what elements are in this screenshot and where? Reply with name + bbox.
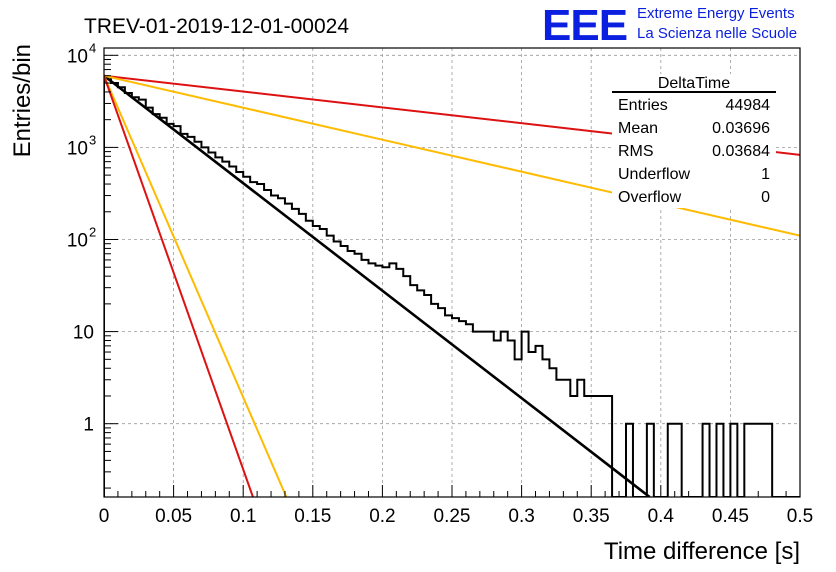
stats-box: DeltaTime Entries 44984 Mean 0.03696 RMS 0.03… <box>612 74 776 208</box>
x-tick-label: 0.25 <box>434 506 471 527</box>
y-tick-label: 10 <box>67 230 88 251</box>
x-axis-ticks <box>103 485 801 497</box>
fit-line <box>104 75 288 497</box>
fit-line <box>104 75 254 497</box>
y-tick-label-exponent: 3 <box>89 132 96 147</box>
stats-row-label: Mean <box>618 120 658 137</box>
stats-row-value: 0 <box>761 189 770 206</box>
stats-title: DeltaTime <box>658 75 730 92</box>
y-tick-label: 1 <box>83 415 94 436</box>
x-axis-label: Time difference [s] <box>604 538 800 565</box>
x-tick-label: 0 <box>99 506 110 527</box>
x-tick-label: 0.4 <box>648 506 675 527</box>
stats-row-label: Underflow <box>618 166 690 183</box>
x-tick-label: 0.1 <box>230 506 256 527</box>
fit-line <box>104 74 800 237</box>
y-tick-label-exponent: 2 <box>89 224 96 239</box>
stats-row-label: Entries <box>618 97 668 114</box>
x-tick-label: 0.5 <box>787 506 813 527</box>
x-tick-label: 0.05 <box>155 506 192 527</box>
chart-title: TREV-01-2019-12-01-00024 <box>84 15 349 38</box>
eee-logo: EEE Extreme Energy Events La Scienza nel… <box>542 1 797 50</box>
stats-row-value: 44984 <box>726 97 771 114</box>
y-tick-label: 10 <box>67 138 88 159</box>
y-axis-label: Entries/bin <box>9 44 36 157</box>
y-tick-label-exponent: 4 <box>89 40 96 55</box>
fit-line <box>104 74 651 497</box>
logo-line-1: Extreme Energy Events <box>637 5 795 22</box>
y-tick-label: 10 <box>73 323 94 344</box>
x-tick-label: 0.45 <box>712 506 749 527</box>
histogram-series <box>104 76 800 497</box>
stats-row-value: 1 <box>761 166 770 183</box>
stats-row-label: Overflow <box>618 189 682 206</box>
x-tick-label: 0.15 <box>294 506 331 527</box>
y-tick-label: 10 <box>67 46 88 67</box>
x-tick-label: 0.2 <box>369 506 395 527</box>
x-axis-tick-labels: 0 0.05 0.1 0.15 0.2 0.25 0.3 0.35 0.4 0.45 0.5 <box>99 506 814 527</box>
x-tick-label: 0.3 <box>508 506 534 527</box>
stats-row-value: 0.03684 <box>712 143 770 160</box>
stats-row-label: RMS <box>618 143 654 160</box>
stats-row-value: 0.03696 <box>712 120 770 137</box>
logo-mark: EEE <box>542 1 627 50</box>
y-axis-ticks <box>104 54 118 489</box>
logo-line-2: La Scienza nelle Scuole <box>637 25 797 42</box>
x-tick-label: 0.35 <box>573 506 610 527</box>
